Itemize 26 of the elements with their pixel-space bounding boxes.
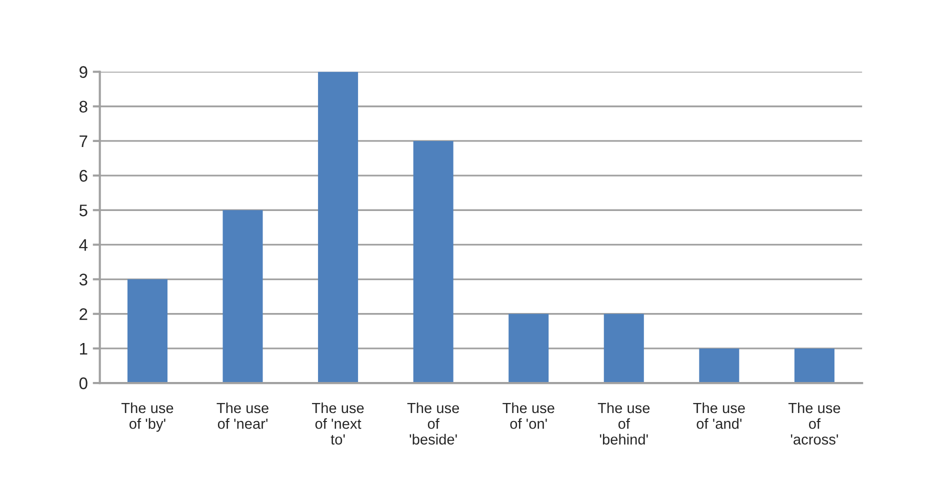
x-tick-label: The use of 'and' <box>693 402 745 429</box>
x-tick-label: The use of 'beside' <box>407 402 460 445</box>
bar <box>508 314 549 384</box>
x-tick-label: The use of 'on' <box>502 402 554 429</box>
y-tick-label: 1 <box>80 343 88 354</box>
bar <box>318 72 358 384</box>
x-tick-label: The use of 'behind' <box>598 402 650 445</box>
x-tick-label: The use of 'near' <box>216 402 268 429</box>
y-tick-label: 5 <box>79 204 88 216</box>
bar <box>699 348 740 384</box>
x-tick-label: The use of 'next to' <box>312 402 364 445</box>
y-tick-label: 2 <box>80 308 88 320</box>
bar <box>794 348 834 384</box>
bar <box>604 314 644 384</box>
bar <box>413 140 454 384</box>
bar <box>127 279 168 384</box>
y-tick-label: 0 <box>79 377 88 390</box>
y-tick-label: 9 <box>80 66 88 78</box>
x-tick-label: The use of 'across' <box>788 402 840 445</box>
x-tick-label: The use of 'by' <box>121 402 174 432</box>
y-tick-label: 6 <box>80 170 88 182</box>
y-tick-label: 8 <box>79 100 88 113</box>
bar <box>222 210 263 384</box>
y-tick-label: 4 <box>79 239 88 251</box>
y-tick-label: 3 <box>79 274 88 286</box>
y-tick-label: 7 <box>80 136 88 147</box>
